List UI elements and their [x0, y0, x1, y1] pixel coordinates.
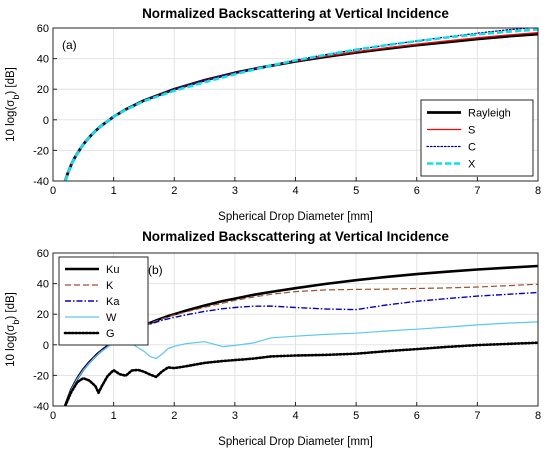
x-tick-label: 1 — [111, 410, 117, 422]
series-line-g — [63, 341, 538, 406]
x-tick-label: 0 — [50, 185, 56, 197]
chart-title: Normalized Backscattering at Vertical In… — [142, 6, 449, 21]
chart-title: Normalized Backscattering at Vertical In… — [142, 229, 449, 244]
legend: Ku K Ka WG — [58, 256, 149, 346]
legend-label: W — [106, 312, 117, 324]
legend-label: K — [106, 280, 114, 292]
y-tick-label: -40 — [33, 176, 49, 188]
legend-label: C — [468, 142, 476, 154]
x-tick-label: 3 — [232, 410, 238, 422]
y-axis-label: 10 log(σb) [dB] — [5, 292, 21, 367]
x-axis-label: Spherical Drop Diameter [mm] — [218, 436, 373, 448]
y-tick-label: 20 — [37, 84, 49, 96]
y-tick-label: 60 — [37, 248, 49, 260]
y-tick-label: -20 — [33, 370, 49, 382]
x-tick-label: 0 — [50, 410, 56, 422]
legend-label: Ka — [106, 296, 120, 308]
x-tick-label: 5 — [353, 185, 359, 197]
y-tick-label: -20 — [33, 145, 49, 157]
series-line-x — [63, 28, 538, 181]
y-tick-label: 40 — [37, 279, 49, 291]
plot-frame — [52, 27, 539, 182]
x-tick-label: 5 — [353, 410, 359, 422]
x-tick-label: 4 — [292, 410, 298, 422]
y-tick-label: 60 — [37, 23, 49, 35]
x-tick-label: 7 — [474, 185, 480, 197]
series-line-k — [64, 283, 538, 406]
y-tick-label: 40 — [37, 54, 49, 66]
x-tick-label: 8 — [535, 410, 541, 422]
x-axis-label: Spherical Drop Diameter [mm] — [218, 211, 373, 223]
chart-panel-a: Normalized Backscattering at Vertical In… — [5, 6, 541, 223]
x-tick-label: 2 — [171, 185, 177, 197]
x-tick-label: 1 — [111, 185, 117, 197]
legend-label: Rayleigh — [468, 108, 511, 120]
x-tick-label: 7 — [474, 410, 480, 422]
x-tick-label: 6 — [414, 410, 420, 422]
plot-frame — [52, 252, 539, 407]
series-line-w — [64, 321, 538, 406]
panel-label: (a) — [62, 38, 77, 52]
y-tick-label: 0 — [43, 340, 49, 352]
y-axis-label: 10 log(σb) [dB] — [5, 67, 21, 142]
x-tick-label: 8 — [535, 185, 541, 197]
legend: Rayleigh SCX — [420, 99, 534, 177]
y-tick-label: 0 — [43, 115, 49, 127]
legend-label: X — [468, 159, 476, 171]
x-tick-label: 6 — [414, 185, 420, 197]
y-tick-label: -40 — [33, 401, 49, 413]
x-tick-label: 4 — [292, 185, 298, 197]
panel-label: (b) — [148, 263, 163, 277]
legend-label: S — [468, 125, 475, 137]
chart-panel-b: Normalized Backscattering at Vertical In… — [5, 229, 541, 448]
x-tick-label: 3 — [232, 185, 238, 197]
x-tick-label: 2 — [171, 410, 177, 422]
legend-label: Ku — [106, 264, 119, 276]
legend-label: G — [106, 328, 115, 340]
y-tick-label: 20 — [37, 309, 49, 321]
